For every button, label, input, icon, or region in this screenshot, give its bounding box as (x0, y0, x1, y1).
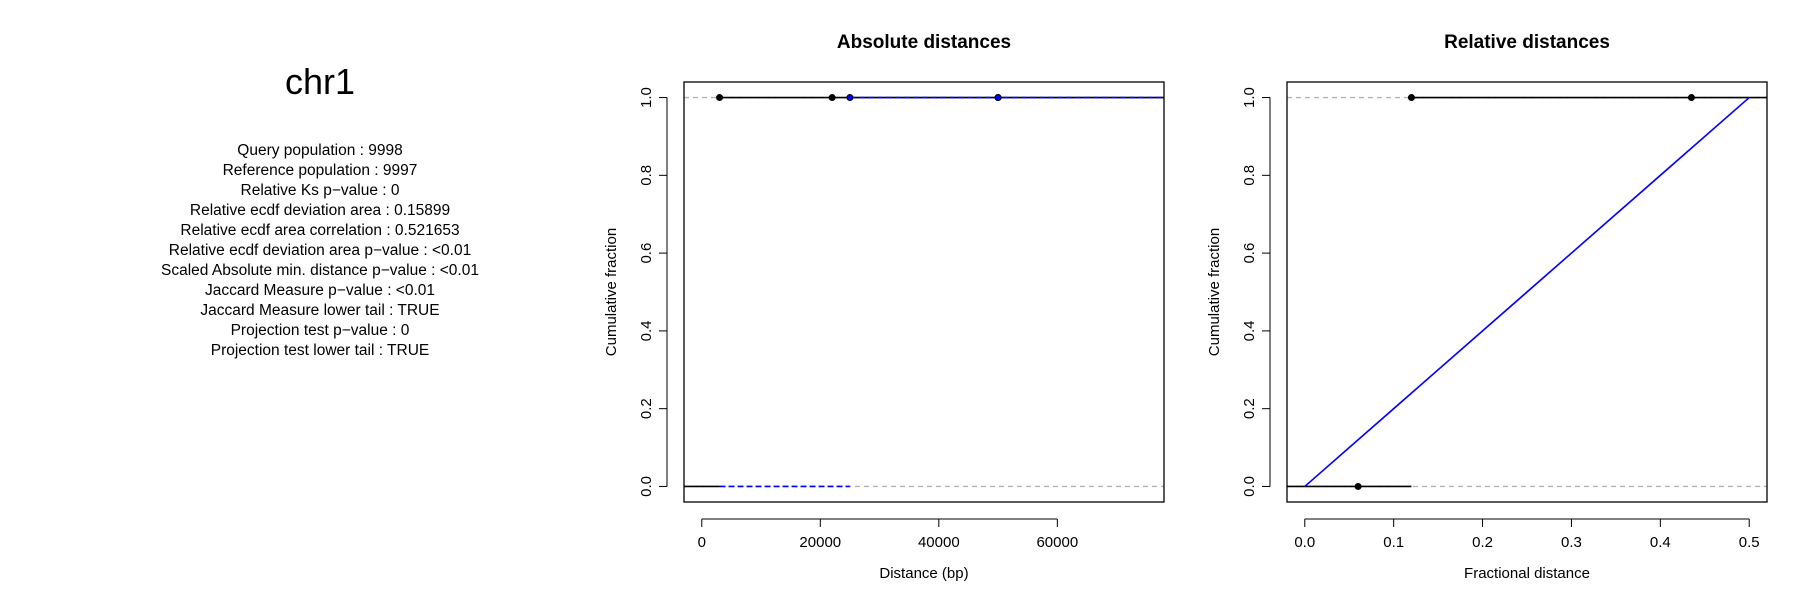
series-1-point (716, 94, 724, 102)
x-tick-label: 0 (698, 534, 706, 551)
stat-ecdf-area-correlation: Relative ecdf area correlation : 0.52165… (180, 222, 460, 239)
y-tick-label: 0.8 (638, 165, 655, 186)
stat-ecdf-deviation-area: Relative ecdf deviation area : 0.15899 (189, 202, 451, 219)
stat-query-population: Query population : 9998 (237, 142, 403, 159)
y-tick-label: 1.0 (638, 87, 655, 108)
series-2-point (994, 94, 1002, 102)
stat-relative-ks-pvalue: Relative Ks p−value : 0 (240, 182, 400, 199)
series-2-point (846, 94, 854, 102)
x-tick-label: 60000 (1036, 534, 1078, 551)
stat-ecdf-deviation-pvalue: Relative ecdf deviation area p−value : <… (168, 242, 472, 259)
y-tick-label: 0.6 (638, 243, 655, 264)
x-axis-label: Distance (bp) (879, 565, 968, 582)
y-axis-label: Cumulative fraction (603, 228, 620, 356)
stat-reference-population: Reference population : 9997 (222, 162, 418, 179)
stats-panel: chr1 Query population : 9998 Reference p… (0, 0, 640, 600)
x-tick-label: 40000 (918, 534, 960, 551)
plot-area (684, 94, 1164, 488)
stat-jaccard-lower-tail: Jaccard Measure lower tail : TRUE (200, 302, 440, 319)
chromosome-title: chr1 (284, 61, 356, 102)
stat-projection-lower-tail: Projection test lower tail : TRUE (210, 342, 430, 359)
y-tick-label: 0.4 (638, 320, 655, 341)
plot-frame (683, 81, 1165, 503)
series-1-point (828, 94, 836, 102)
x-tick-label: 20000 (799, 534, 841, 551)
y-tick-label: 0.2 (638, 398, 655, 419)
stat-jaccard-pvalue: Jaccard Measure p−value : <0.01 (204, 282, 436, 299)
stat-scaled-abs-min-distance-pvalue: Scaled Absolute min. distance p−value : … (161, 262, 479, 279)
y-tick-label: 0.0 (638, 476, 655, 497)
stat-projection-pvalue: Projection test p−value : 0 (230, 322, 410, 339)
chart-title: Absolute distances (837, 32, 1011, 53)
